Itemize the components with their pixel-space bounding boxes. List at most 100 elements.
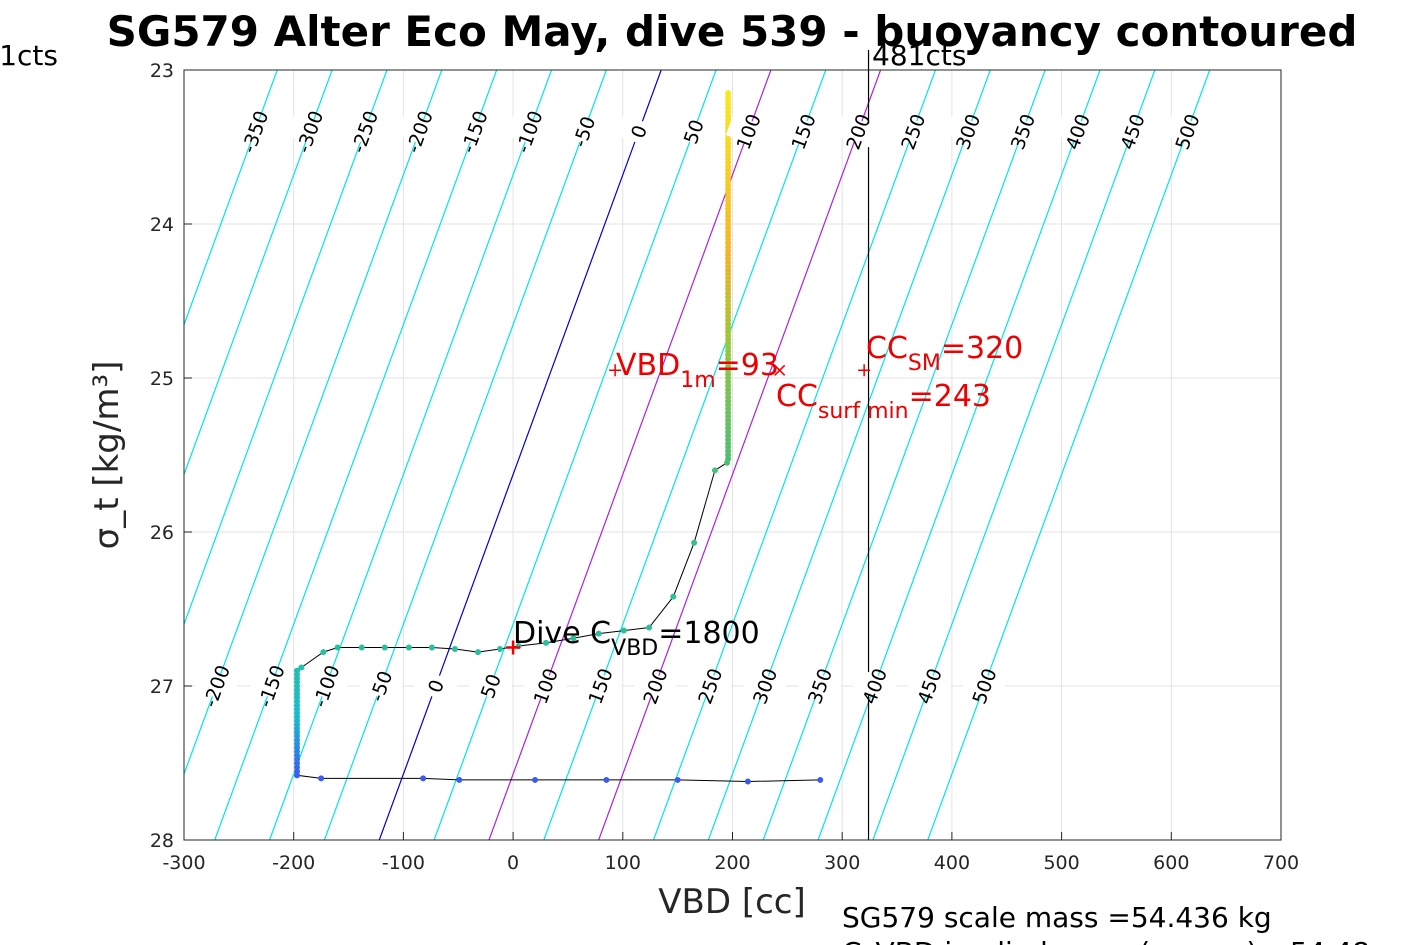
contour-line	[378, 70, 662, 840]
contour-label-bg	[906, 668, 952, 704]
contour-label-bg	[451, 114, 497, 149]
contour-label-bg	[522, 668, 568, 704]
contour-line	[269, 70, 553, 840]
contour-line	[707, 70, 991, 840]
chart-title: SG579 Alter Eco May, dive 539 - buoyancy…	[107, 7, 1358, 56]
contour-label-bg	[890, 114, 936, 149]
left-cts-label: 1cts	[0, 39, 58, 72]
contour-label-bg	[286, 114, 333, 149]
contour-label-bg	[797, 668, 843, 704]
series-point	[670, 593, 677, 600]
series-point	[358, 644, 365, 651]
x-tick-label: 400	[934, 852, 970, 874]
contour-label-bg	[1164, 114, 1210, 149]
x-tick-label: 0	[507, 852, 519, 874]
contour-label-bg	[616, 114, 662, 149]
cc-sm-annotation: CCSM=320	[866, 331, 1023, 376]
x-axis-label: VBD [cc]	[658, 882, 806, 922]
contour-label-bg	[1109, 114, 1155, 149]
y-ticks: 23 24 25 26 27 28	[150, 60, 192, 852]
footer-line-2: C_VBD implied mass (approx) =54.48	[842, 936, 1370, 945]
series-point	[451, 646, 458, 653]
series-point	[817, 776, 824, 783]
contour-label-bg	[358, 668, 404, 704]
x-tick-label: 600	[1153, 852, 1189, 874]
contour-line	[323, 70, 607, 840]
footer-line-1: SG579 scale mass =54.436 kg	[842, 901, 1272, 934]
x-tick-label: 500	[1043, 852, 1079, 874]
y-tick-label: 24	[150, 214, 174, 236]
series-point	[744, 778, 751, 785]
contour-line	[214, 70, 498, 840]
contour-label-bg	[396, 114, 442, 149]
dive-cvbd-annotation: Dive CVBD=1800	[513, 616, 760, 661]
series-point	[320, 649, 327, 656]
series-point	[405, 644, 412, 651]
series-point	[691, 539, 698, 546]
contour-label-bg	[945, 114, 991, 149]
cc-surf-min-annotation: CCsurf min=243	[776, 379, 991, 424]
cc-sm-marker	[858, 364, 871, 377]
x-tick-label: 700	[1263, 852, 1299, 874]
series-point	[620, 627, 627, 634]
x-tick-label: 300	[824, 852, 860, 874]
contour-line	[927, 70, 1211, 840]
contour-label-bg	[961, 668, 1007, 704]
series-point	[603, 776, 610, 783]
y-tick-label: 28	[150, 830, 174, 852]
x-ticks: -300 -200 -100 0 100 200 300 400 500 600 700	[162, 832, 1299, 874]
x-tick-label: 200	[714, 852, 750, 874]
contour-line	[184, 70, 333, 477]
contour-line	[652, 70, 937, 840]
series-point	[711, 467, 718, 474]
series-point	[532, 776, 539, 783]
contour-label-bg	[1000, 114, 1046, 149]
annotation-marks	[506, 364, 871, 655]
contour-label-bg	[577, 668, 623, 704]
x-tick-label: -300	[162, 852, 205, 874]
series-point	[428, 644, 435, 651]
contour-line	[184, 70, 278, 327]
contour-line	[817, 70, 1101, 840]
contour-line	[762, 70, 1046, 840]
annotations: VBD1m=93 CCSM=320 CCsurf min=243 Dive CV…	[513, 331, 1023, 661]
contour-label-bg	[232, 114, 278, 149]
contour-line	[598, 70, 882, 840]
contour-label-bg	[303, 668, 349, 704]
dive-cvbd-marker	[506, 640, 521, 655]
contour-label-bg	[632, 668, 678, 704]
contour-line	[433, 70, 717, 840]
right-cts-label: 481cts	[872, 39, 966, 72]
series-point	[646, 624, 653, 631]
contour-label-bg	[506, 114, 552, 149]
contour-label-bg	[725, 114, 771, 149]
x-tick-label: -200	[272, 852, 315, 874]
contour-line	[184, 70, 443, 776]
series-point	[724, 459, 731, 466]
series-point	[293, 772, 300, 779]
series-point	[496, 646, 503, 653]
contour-label-bg	[561, 114, 607, 149]
contour-line	[543, 70, 827, 840]
series-point	[298, 664, 305, 671]
contour-labels: -350 -300 -250 -200 -150 -100 -50 0 50 100 150 200 2…	[193, 108, 1210, 710]
contour-label-bg	[413, 668, 459, 704]
cc-surf-min-marker	[774, 364, 786, 376]
contour-line	[184, 70, 388, 627]
x-tick-label: -100	[382, 852, 425, 874]
contour-line	[488, 70, 772, 840]
series-point	[318, 775, 325, 782]
series-point	[381, 644, 388, 651]
contour-label-bg	[780, 114, 826, 149]
data-series	[293, 90, 824, 785]
contour-label-bg	[742, 668, 788, 704]
y-tick-label: 23	[150, 60, 174, 82]
series-point	[543, 639, 550, 646]
vbd1m-annotation: VBD1m=93	[616, 348, 779, 393]
series-point	[570, 635, 577, 642]
y-tick-label: 27	[150, 676, 174, 698]
contour-label-bg	[835, 114, 881, 149]
contour-label-bg	[467, 668, 514, 704]
y-tick-label: 26	[150, 522, 174, 544]
